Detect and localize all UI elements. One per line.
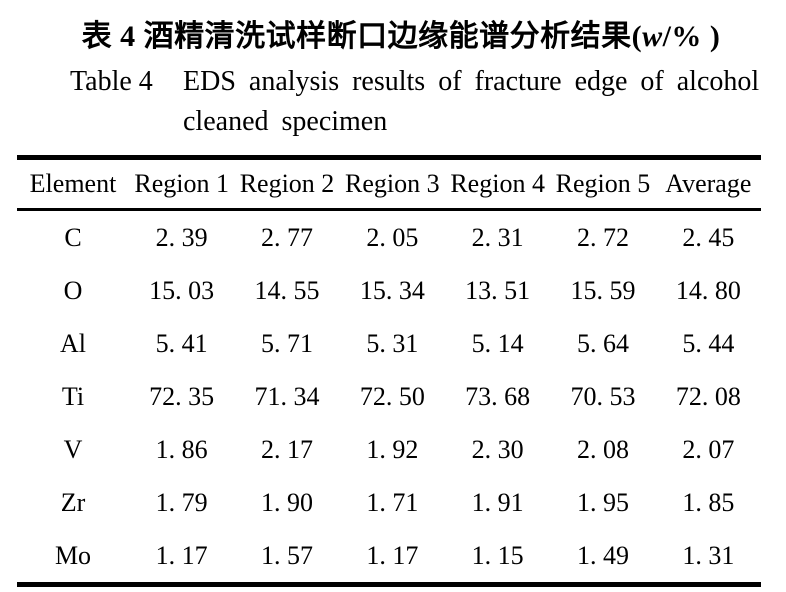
table-row-al: Al 5. 41 5. 71 5. 31 5. 14 5. 64 5. 44 [17,317,761,370]
table-caption-en: Table 4 EDS analysis results of fracture… [70,62,786,142]
value-cell: 72. 35 [149,381,215,411]
table-caption-en-label: Table 4 [70,66,153,97]
element-cell: Al [60,328,86,358]
value-cell: 1. 17 [155,540,208,570]
element-cell: C [64,222,82,252]
value-cell: 2. 30 [471,434,524,464]
value-cell: 2. 31 [471,222,524,252]
column-header-region2: Region 2 [234,157,340,211]
value-cell: 1. 86 [155,434,208,464]
value-cell: 1. 31 [682,540,735,570]
value-cell: 5. 31 [366,328,419,358]
value-cell: 72. 50 [359,381,425,411]
column-header-region5: Region 5 [550,157,656,211]
value-cell: 2. 05 [366,222,419,252]
value-cell: 2. 08 [576,434,629,464]
value-cell: 13. 51 [465,275,531,305]
table-caption-zh-text: 表 4 酒精清洗试样断口边缘能谱分析结果( [81,20,643,53]
value-cell: 5. 41 [155,328,208,358]
table-caption-en-text: EDS analysis results of fracture edge of… [183,62,759,142]
element-cell: Zr [60,487,86,517]
value-cell: 2. 07 [682,434,735,464]
table-caption-en-line2: cleaned specimen [183,106,388,137]
value-cell: 72. 08 [675,381,741,411]
value-cell: 5. 71 [260,328,313,358]
element-cell: V [63,434,83,464]
value-cell: 1. 57 [260,540,313,570]
value-cell: 15. 34 [359,275,425,305]
value-cell: 2. 72 [576,222,629,252]
value-cell: 1. 49 [576,540,629,570]
value-cell: 5. 14 [471,328,524,358]
value-cell: 1. 85 [682,487,735,517]
value-cell: 15. 59 [570,275,636,305]
value-cell: 1. 90 [260,487,313,517]
caption-variable-w: w [642,20,663,53]
column-header-average: Average [655,157,761,211]
value-cell: 1. 71 [366,487,419,517]
header-row: Element Region 1 Region 2 Region 3 Regio… [17,157,761,211]
value-cell: 1. 17 [366,540,419,570]
value-cell: 2. 39 [155,222,208,252]
value-cell: 14. 55 [254,275,320,305]
table-row-mo: Mo 1. 17 1. 57 1. 17 1. 15 1. 49 1. 31 [17,529,761,585]
value-cell: 1. 15 [471,540,524,570]
column-header-region3: Region 3 [339,157,445,211]
value-cell: 5. 44 [682,328,735,358]
value-cell: 1. 91 [471,487,524,517]
table-row-zr: Zr 1. 79 1. 90 1. 71 1. 91 1. 95 1. 85 [17,476,761,529]
value-cell: 14. 80 [675,275,741,305]
column-header-element: Element [17,157,129,211]
value-cell: 2. 17 [260,434,313,464]
element-cell: O [63,275,83,305]
value-cell: 2. 45 [682,222,735,252]
value-cell: 5. 64 [576,328,629,358]
value-cell: 73. 68 [465,381,531,411]
table-caption-en-line1: EDS analysis results of fracture edge of… [183,66,760,97]
table-row-o: O 15. 03 14. 55 15. 34 13. 51 15. 59 14.… [17,264,761,317]
value-cell: 1. 79 [155,487,208,517]
value-cell: 1. 92 [366,434,419,464]
table-row-c: C 2. 39 2. 77 2. 05 2. 31 2. 72 2. 45 [17,210,761,265]
value-cell: 15. 03 [149,275,215,305]
table-caption-zh: 表 4 酒精清洗试样断口边缘能谱分析结果(w/% ) [0,13,786,60]
eds-results-table: Element Region 1 Region 2 Region 3 Regio… [17,155,761,587]
element-cell: Mo [54,540,92,570]
element-cell: Ti [61,381,85,411]
table-row-v: V 1. 86 2. 17 1. 92 2. 30 2. 08 2. 07 [17,423,761,476]
table-row-ti: Ti 72. 35 71. 34 72. 50 73. 68 70. 53 72… [17,370,761,423]
value-cell: 70. 53 [570,381,636,411]
table-caption-zh-unit: /% ) [662,20,721,53]
column-header-region1: Region 1 [129,157,235,211]
value-cell: 71. 34 [254,381,320,411]
column-header-region4: Region 4 [444,157,551,211]
value-cell: 1. 95 [576,487,629,517]
value-cell: 2. 77 [260,222,313,252]
